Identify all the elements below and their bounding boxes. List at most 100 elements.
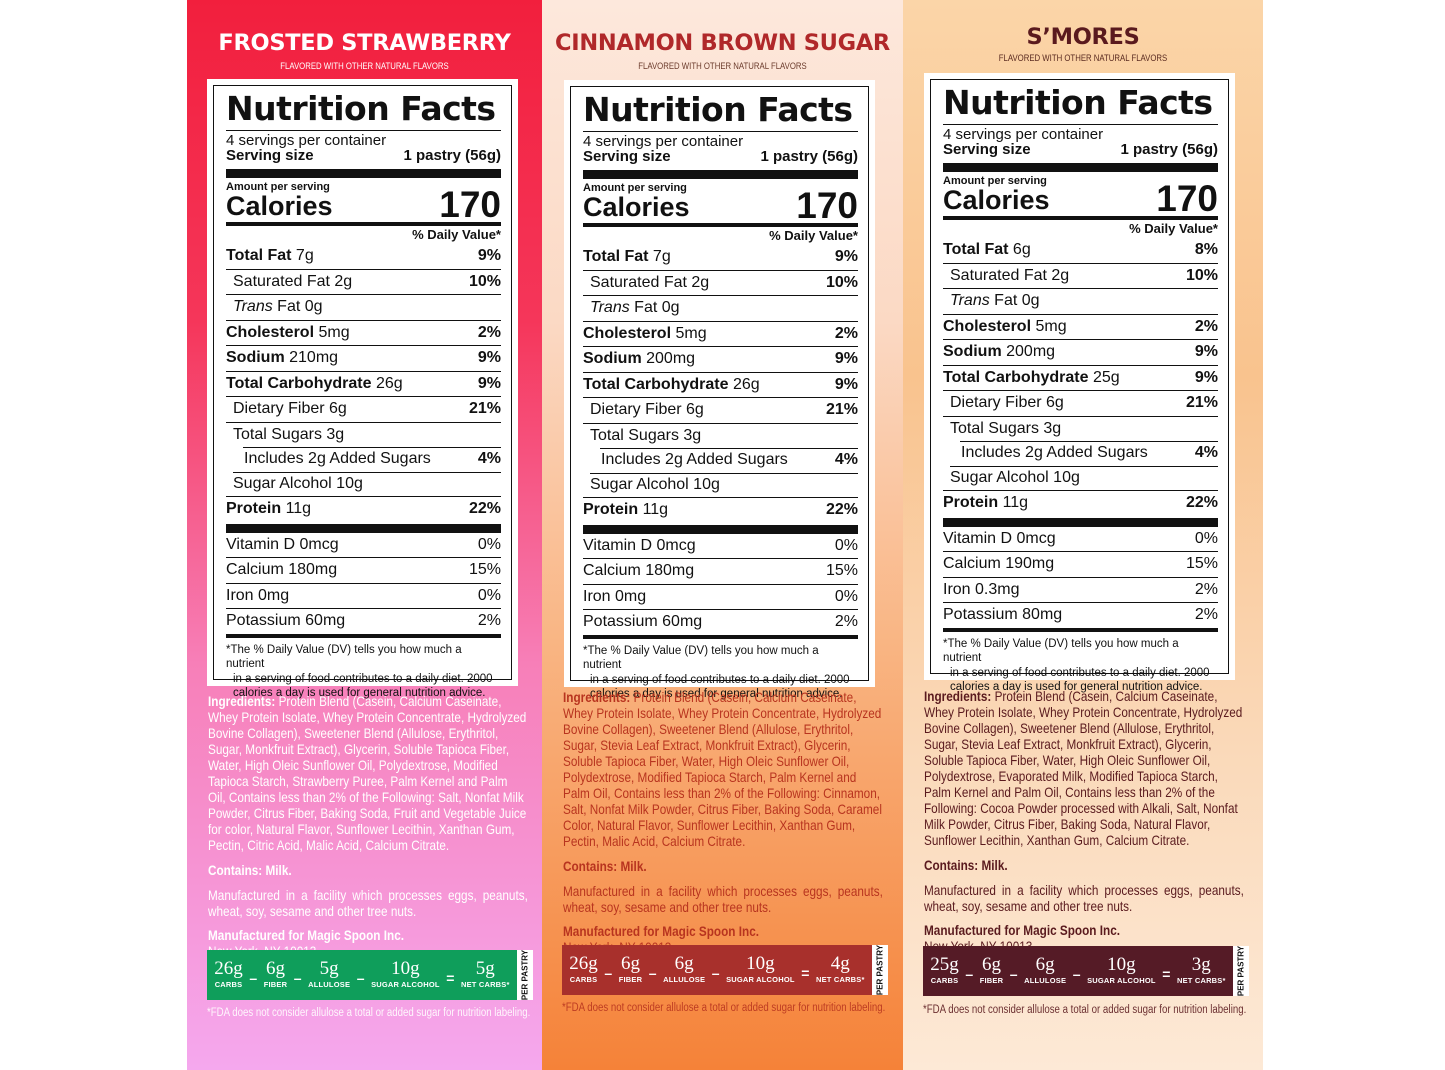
flavor-panel: S’MORES FLAVORED WITH OTHER NATURAL FLAVO… — [903, 0, 1263, 1070]
vitamin-row: Potassium 80mg 2% — [943, 602, 1218, 628]
nutrient-row: Dietary Fiber 6g 21% — [226, 396, 501, 422]
nutrient-daily-value: 21% — [825, 401, 858, 418]
vitamin-daily-value: 2% — [477, 612, 501, 629]
nutrient-row: Cholesterol 5mg 2% — [583, 320, 858, 347]
nutrient-name: Protein 11g — [583, 501, 669, 518]
nutrient-row: Total Carbohydrate 26g 9% — [583, 371, 858, 398]
serving-size-row: Serving size 1 pastry (56g) — [226, 148, 501, 169]
nutrient-daily-value: 9% — [834, 375, 858, 393]
flavor-panel: FROSTED STRAWBERRY FLAVORED WITH OTHER NA… — [187, 0, 542, 1070]
ingredients-text: Ingredients: Protein Blend (Casein, Calc… — [563, 689, 882, 849]
daily-value-header: % Daily Value* — [1129, 221, 1218, 236]
nutrient-daily-value: 22% — [825, 501, 858, 518]
vitamin-name: Vitamin D 0mcg — [226, 535, 339, 553]
daily-value-footnote: *The % Daily Value (DV) tells you how mu… — [583, 644, 850, 701]
nutrient-row: Total Carbohydrate 25g 9% — [943, 364, 1218, 391]
nutrient-daily-value: 21% — [1185, 394, 1218, 411]
nutrition-facts-heading: Nutrition Facts — [583, 90, 853, 129]
facility-statement: Manufactured in a facility which process… — [563, 883, 883, 915]
vitamin-row: Potassium 60mg 2% — [226, 608, 501, 634]
nutrient-daily-value: 10% — [825, 273, 858, 291]
fiber-value: 6g FIBER — [263, 958, 288, 990]
vitamin-daily-value: 15% — [468, 561, 501, 578]
nutrient-name: Total Carbohydrate 25g — [943, 368, 1120, 386]
fda-note: *FDA does not consider allulose a total … — [923, 1004, 1247, 1016]
nutrient-row: Sugar Alcohol 10g — [226, 471, 501, 497]
nutrient-row: Cholesterol 5mg 2% — [226, 319, 501, 346]
vitamin-daily-value: 15% — [1185, 555, 1218, 572]
nutrient-row: Includes 2g Added Sugars 4% — [583, 448, 858, 473]
carbs-value: 25g CARBS — [930, 954, 959, 986]
nutrient-name: Cholesterol 5mg — [226, 323, 350, 341]
nutrient-name: Sodium 200mg — [943, 343, 1056, 360]
operator: – — [648, 965, 657, 981]
vitamin-row: Iron 0.3mg 2% — [943, 576, 1218, 603]
operator: = — [801, 965, 810, 981]
vitamin-daily-value: 0% — [477, 535, 501, 553]
daily-value-footnote: *The % Daily Value (DV) tells you how mu… — [943, 637, 1210, 694]
vitamin-daily-value: 0% — [1194, 529, 1218, 547]
nutrient-daily-value: 4% — [834, 451, 858, 468]
nutrient-name: Total Fat 7g — [583, 248, 671, 265]
serving-size-label: Serving size — [583, 148, 671, 165]
allulose-value: 6g ALLULOSE — [663, 953, 706, 985]
manufacturer: Manufactured for Magic Spoon Inc. — [924, 922, 1121, 938]
nutrient-name: Dietary Fiber 6g — [233, 400, 347, 417]
nutrient-daily-value: 21% — [468, 400, 501, 417]
nutrient-name: Total Carbohydrate 26g — [583, 375, 760, 393]
vitamin-name: Iron 0mg — [583, 587, 647, 605]
flavor-panel: CINNAMON BROWN SUGAR FLAVORED WITH OTHER … — [542, 0, 903, 1070]
nutrient-daily-value: 10% — [468, 272, 501, 290]
manufacturer: Manufactured for Magic Spoon Inc. — [208, 927, 405, 943]
vitamin-row: Iron 0mg 0% — [583, 583, 858, 610]
fda-note: *FDA does not consider allulose a total … — [207, 1007, 531, 1019]
calories-label: Calories — [226, 191, 333, 221]
carbs-value: 26g CARBS — [214, 958, 243, 990]
nutrient-name: Total Sugars 3g — [950, 419, 1062, 437]
vitamin-name: Potassium 60mg — [583, 613, 703, 630]
nutrient-row: Protein 11g 22% — [943, 490, 1218, 516]
nutrient-name: Sugar Alcohol 10g — [950, 468, 1080, 486]
ingredients-text: Ingredients: Protein Blend (Casein, Calc… — [924, 688, 1243, 848]
vitamin-row: Calcium 190mg 15% — [943, 551, 1218, 577]
nutrient-row: Cholesterol 5mg 2% — [943, 313, 1218, 340]
nutrient-row: Sodium 200mg 9% — [583, 346, 858, 372]
nutrient-name: Total Fat 6g — [943, 241, 1031, 258]
nutrient-row: Saturated Fat 2g 10% — [583, 269, 858, 296]
vitamin-name: Iron 0mg — [226, 586, 290, 604]
carbs-value: 26g CARBS — [569, 953, 598, 985]
nutrient-row: Total Sugars 3g — [583, 422, 858, 449]
allergen-contains: Contains: Milk. — [208, 862, 292, 878]
nutrient-daily-value: 9% — [477, 247, 501, 264]
net-carbs-bar: 26g CARBS –6g FIBER –5g ALLULOSE –10g SUGAR ALC… — [207, 950, 533, 1000]
daily-value-header: % Daily Value* — [412, 227, 501, 242]
vitamin-name: Calcium 190mg — [943, 555, 1055, 572]
operator: – — [249, 970, 258, 986]
nutrition-facts-heading: Nutrition Facts — [943, 83, 1213, 122]
serving-size-label: Serving size — [943, 141, 1031, 158]
vitamin-row: Vitamin D 0mcg 0% — [583, 534, 858, 559]
net-carbs-value: 4g NET CARBS* — [815, 953, 865, 985]
nutrient-daily-value: 9% — [1194, 343, 1218, 360]
operator: = — [1162, 966, 1171, 982]
nutrient-name: Sugar Alcohol 10g — [233, 474, 363, 492]
calories-value: 170 — [1156, 178, 1218, 219]
nutrient-name: Saturated Fat 2g — [950, 266, 1070, 284]
net-carbs-value: 3g NET CARBS* — [1176, 954, 1226, 986]
nutrient-row: Sugar Alcohol 10g — [943, 465, 1218, 491]
nutrient-row: Includes 2g Added Sugars 4% — [226, 447, 501, 472]
vitamin-daily-value: 2% — [834, 613, 858, 630]
calories-value: 170 — [439, 184, 501, 225]
nutrient-daily-value: 22% — [1185, 494, 1218, 511]
nutrient-row: Dietary Fiber 6g 21% — [583, 397, 858, 423]
flavor-title: S’MORES — [1026, 24, 1140, 50]
nutrient-row: Sugar Alcohol 10g — [583, 472, 858, 498]
vitamin-row: Vitamin D 0mcg 0% — [943, 527, 1218, 552]
ingredients-text: Ingredients: Protein Blend (Casein, Calc… — [208, 693, 527, 853]
serving-size-row: Serving size 1 pastry (56g) — [943, 142, 1218, 163]
nutrient-name: Total Fat 7g — [226, 247, 314, 264]
manufacturer: Manufactured for Magic Spoon Inc. — [563, 923, 760, 939]
nutrient-name: Protein 11g — [226, 500, 312, 517]
allulose-value: 5g ALLULOSE — [308, 958, 351, 990]
sugar-alcohol-value: 10g SUGAR ALCOHOL — [726, 953, 795, 985]
